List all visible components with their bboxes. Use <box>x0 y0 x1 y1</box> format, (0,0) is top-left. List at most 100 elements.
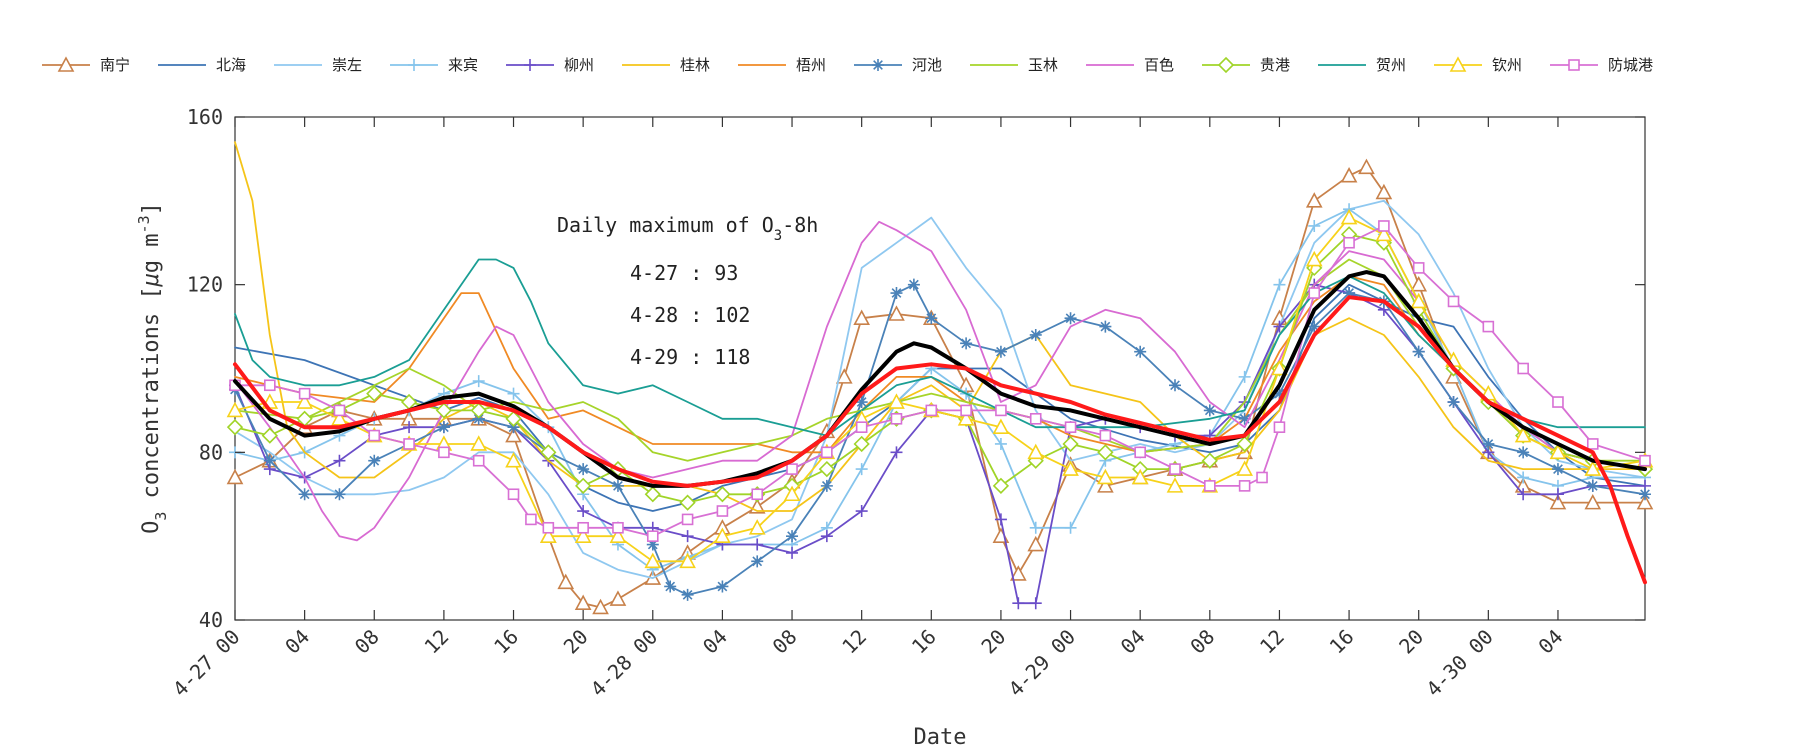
data-point <box>437 421 450 434</box>
data-point <box>1586 479 1599 492</box>
y-tick-label: 40 <box>199 608 223 632</box>
legend-label: 来宾 <box>448 56 478 74</box>
y-tick-label: 120 <box>187 273 223 297</box>
data-point <box>1412 262 1425 274</box>
series-line <box>234 199 1646 579</box>
data-point <box>994 513 1007 526</box>
data-point <box>1256 471 1268 484</box>
data-point <box>403 438 415 450</box>
data-point <box>226 401 244 418</box>
legend-label: 贺州 <box>1376 56 1406 74</box>
data-point <box>1238 480 1251 492</box>
data-point <box>1639 454 1651 467</box>
legend-label: 崇左 <box>332 56 362 74</box>
legend-item: 崇左 <box>274 56 362 74</box>
data-point <box>994 437 1007 450</box>
legend-item: 柳州 <box>506 56 594 74</box>
x-tick-label: 08 <box>350 625 384 659</box>
data-point <box>1201 452 1218 469</box>
data-point <box>853 309 871 326</box>
data-point <box>1062 460 1079 476</box>
series-line <box>234 166 1646 609</box>
data-point <box>820 479 833 492</box>
data-point <box>331 410 348 426</box>
data-point <box>1410 275 1428 292</box>
data-point <box>1551 463 1564 476</box>
data-point <box>751 488 764 501</box>
data-point <box>1378 220 1390 232</box>
x-tick-label: 4-27 00 <box>168 625 245 702</box>
data-point <box>1271 359 1288 376</box>
annotation-line-1: 4-27 : 93 <box>630 261 738 285</box>
x-tick-label: 4-29 00 <box>1004 625 1081 702</box>
data-point <box>438 446 450 459</box>
data-point <box>1340 166 1358 183</box>
y-axis-title: O3 concentrations [μg m-3] <box>135 202 170 534</box>
data-point <box>403 421 416 434</box>
legend-label: 柳州 <box>564 56 594 74</box>
data-point <box>716 505 729 517</box>
data-point <box>714 527 731 543</box>
legend-item: 防城港 <box>1550 56 1653 74</box>
x-tick-label: 12 <box>419 625 453 659</box>
data-point <box>888 305 905 321</box>
data-point <box>505 452 522 468</box>
data-point <box>1273 421 1286 433</box>
data-point <box>890 287 903 300</box>
y-tick-label: 80 <box>199 440 223 464</box>
data-point <box>577 505 590 518</box>
data-point <box>1308 287 1321 299</box>
data-point <box>957 410 975 426</box>
x-tick-label: 4-28 00 <box>586 625 663 702</box>
legend-item: 贵港 <box>1202 56 1290 74</box>
data-point <box>888 393 905 409</box>
x-tick-label: 08 <box>768 625 802 659</box>
data-point <box>261 427 278 444</box>
x-tick-label: 20 <box>559 625 593 659</box>
data-point <box>1064 312 1077 325</box>
data-point <box>1343 287 1356 300</box>
legend-label: 玉林 <box>1028 56 1058 74</box>
series-防城港 <box>229 220 1651 542</box>
data-point <box>226 468 244 485</box>
data-point <box>296 393 313 409</box>
daily-max-annotation: Daily maximum of O3-8h 4-27 : 93 4-28 : … <box>557 213 818 369</box>
data-point <box>1029 597 1042 610</box>
data-point <box>1447 295 1460 308</box>
data-point <box>1273 320 1286 333</box>
data-point <box>995 404 1007 417</box>
annotation-title: Daily maximum of O3-8h <box>557 213 818 244</box>
data-point <box>298 387 311 400</box>
data-point <box>1099 320 1112 333</box>
data-point <box>1517 362 1529 375</box>
data-point <box>786 530 799 543</box>
data-point <box>835 368 853 384</box>
data-point <box>1549 443 1567 460</box>
data-point <box>1340 208 1358 225</box>
data-point <box>472 454 485 467</box>
data-point <box>1308 320 1321 333</box>
legend-label: 梧州 <box>796 56 826 74</box>
data-point <box>1273 387 1286 400</box>
data-point <box>1012 597 1025 610</box>
legend-item: 来宾 <box>390 56 478 74</box>
data-point <box>960 404 972 417</box>
data-point <box>1029 328 1042 341</box>
data-point <box>1549 493 1567 510</box>
data-point <box>1305 192 1323 208</box>
data-point <box>574 527 592 543</box>
data-point <box>1584 493 1602 510</box>
legend-marker <box>872 59 884 71</box>
data-point <box>470 435 488 451</box>
x-tick-label: 08 <box>1185 625 1219 659</box>
data-point <box>1097 477 1114 493</box>
legend-marker <box>408 59 420 71</box>
data-point <box>890 412 903 425</box>
data-point <box>1166 477 1184 493</box>
series-layer <box>226 141 1654 615</box>
data-point <box>1238 412 1251 425</box>
data-point <box>853 435 870 453</box>
data-point <box>1131 468 1149 485</box>
annotation-line-3: 4-29 : 118 <box>630 345 750 369</box>
